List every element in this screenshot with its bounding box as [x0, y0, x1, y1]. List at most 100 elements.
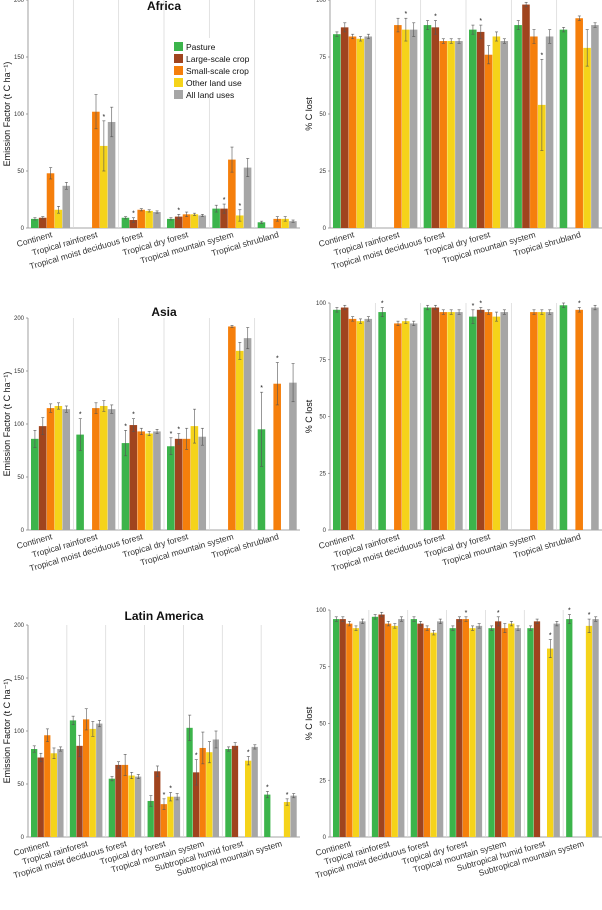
bar-all-land-uses — [153, 431, 161, 530]
bar-other-land-use — [356, 38, 365, 229]
y-tick-label: 75 — [319, 55, 326, 61]
bar-pasture — [108, 778, 115, 837]
bar-large-scale-crop — [220, 208, 228, 228]
significance-star: * — [170, 431, 173, 438]
bar-pasture — [121, 217, 130, 228]
bar-small-scale-crop — [484, 54, 493, 228]
y-tick-label: 0 — [21, 528, 25, 534]
bar-other-land-use — [352, 628, 359, 837]
bar-small-scale-crop — [83, 719, 90, 837]
bar-pasture — [378, 312, 386, 530]
significance-star: * — [124, 423, 127, 430]
bar-other-land-use — [492, 316, 501, 530]
significance-star: * — [238, 203, 241, 210]
y-tick-label: 25 — [319, 471, 326, 477]
bar-other-land-use — [469, 628, 476, 837]
significance-star: * — [79, 412, 82, 419]
y-tick-label: 50 — [319, 722, 326, 728]
bar-all-land-uses — [592, 619, 599, 837]
significance-star: * — [195, 753, 198, 760]
bar-small-scale-crop — [348, 36, 357, 229]
y-tick-label: 150 — [14, 676, 25, 682]
bar-large-scale-crop — [129, 425, 138, 530]
bar-other-land-use — [537, 104, 546, 228]
y-tick-label: 0 — [21, 226, 25, 232]
bar-all-land-uses — [545, 312, 554, 530]
bar-all-land-uses — [553, 623, 560, 837]
bar-all-land-uses — [591, 307, 599, 530]
bar-small-scale-crop — [92, 111, 100, 228]
significance-star: * — [568, 608, 571, 615]
chart-panel-5: Latin America Emission Factor (t C ha⁻¹) 0… — [2, 609, 300, 880]
bar-pasture — [410, 619, 417, 837]
y-tick-label: 100 — [316, 301, 327, 307]
significance-star: * — [266, 784, 269, 791]
significance-star: * — [549, 633, 552, 640]
bar-all-land-uses — [500, 312, 509, 530]
bar-large-scale-crop — [154, 771, 161, 837]
bar-other-land-use — [235, 350, 244, 530]
bar-all-land-uses — [409, 323, 418, 530]
y-tick-label: 75 — [319, 358, 326, 364]
y-axis-label: % C lost — [304, 399, 314, 433]
bar-pasture — [371, 616, 379, 837]
bar-other-land-use — [54, 209, 63, 228]
bar-other-land-use — [190, 426, 199, 530]
bar-other-land-use — [235, 215, 244, 228]
bar-other-land-use — [391, 625, 398, 837]
significance-star: * — [578, 301, 581, 308]
significance-star: * — [260, 385, 263, 392]
bar-large-scale-crop — [340, 27, 349, 228]
bar-other-land-use — [401, 321, 410, 530]
bar-other-land-use — [447, 312, 455, 530]
bar-pasture — [31, 749, 38, 837]
bar-all-land-uses — [251, 746, 258, 837]
y-tick-label: 50 — [319, 112, 326, 118]
y-tick-label: 50 — [17, 169, 24, 175]
y-tick-label: 100 — [316, 0, 327, 4]
bar-pasture — [488, 628, 495, 837]
bar-small-scale-crop — [423, 628, 431, 837]
y-tick-label: 100 — [14, 729, 25, 735]
bar-small-scale-crop — [137, 431, 145, 530]
bar-other-land-use — [89, 728, 96, 837]
bar-small-scale-crop — [484, 312, 493, 530]
bar-small-scale-crop — [346, 623, 353, 837]
bar-all-land-uses — [107, 121, 116, 228]
bar-other-land-use — [281, 218, 289, 228]
bar-all-land-uses — [173, 796, 181, 837]
bar-small-scale-crop — [348, 318, 357, 530]
bar-large-scale-crop — [129, 220, 138, 228]
y-tick-label: 150 — [14, 369, 25, 375]
bar-large-scale-crop — [37, 757, 44, 837]
bar-pasture — [167, 218, 175, 228]
bar-large-scale-crop — [174, 216, 183, 228]
bar-small-scale-crop — [530, 36, 538, 229]
bar-small-scale-crop — [439, 41, 447, 228]
bar-all-land-uses — [290, 795, 297, 837]
bar-other-land-use — [54, 405, 63, 530]
bar-other-land-use — [585, 625, 593, 837]
bar-large-scale-crop — [476, 309, 485, 530]
bar-all-land-uses — [289, 382, 297, 530]
bar-all-land-uses — [62, 409, 71, 530]
legend-swatch — [174, 54, 183, 63]
significance-star: * — [472, 303, 475, 310]
bar-small-scale-crop — [46, 173, 55, 228]
bar-pasture — [186, 727, 193, 837]
bar-all-land-uses — [198, 215, 207, 228]
legend-swatch — [174, 90, 183, 99]
bar-small-scale-crop — [44, 735, 51, 837]
bar-large-scale-crop — [115, 764, 122, 837]
bar-pasture — [333, 309, 341, 530]
bar-large-scale-crop — [431, 307, 440, 530]
chart-title: Asia — [151, 305, 177, 319]
bar-small-scale-crop — [530, 312, 538, 530]
bar-large-scale-crop — [417, 623, 424, 837]
bar-small-scale-crop — [575, 309, 583, 530]
bar-all-land-uses — [212, 739, 219, 837]
y-tick-label: 50 — [17, 782, 24, 788]
y-tick-label: 75 — [319, 665, 326, 671]
bar-large-scale-crop — [193, 772, 200, 837]
